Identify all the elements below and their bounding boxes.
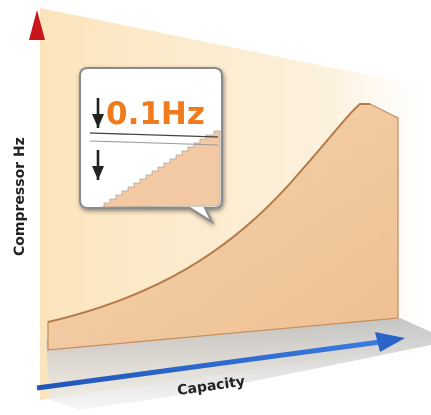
step-marker-icon	[92, 150, 104, 180]
step-marker-icon	[92, 98, 104, 128]
upper-guide-line	[89, 132, 219, 138]
x-axis-arrow-icon	[375, 332, 405, 352]
y-axis-label: Compressor Hz	[12, 137, 28, 256]
lower-guide-line	[89, 140, 219, 146]
stepped-curve-detail	[99, 130, 221, 208]
capacity-curve-edge	[47, 103, 370, 323]
y-axis-arrow-icon	[29, 10, 45, 40]
x-axis	[36, 339, 381, 391]
callout-value: 0.1Hz	[106, 96, 205, 132]
